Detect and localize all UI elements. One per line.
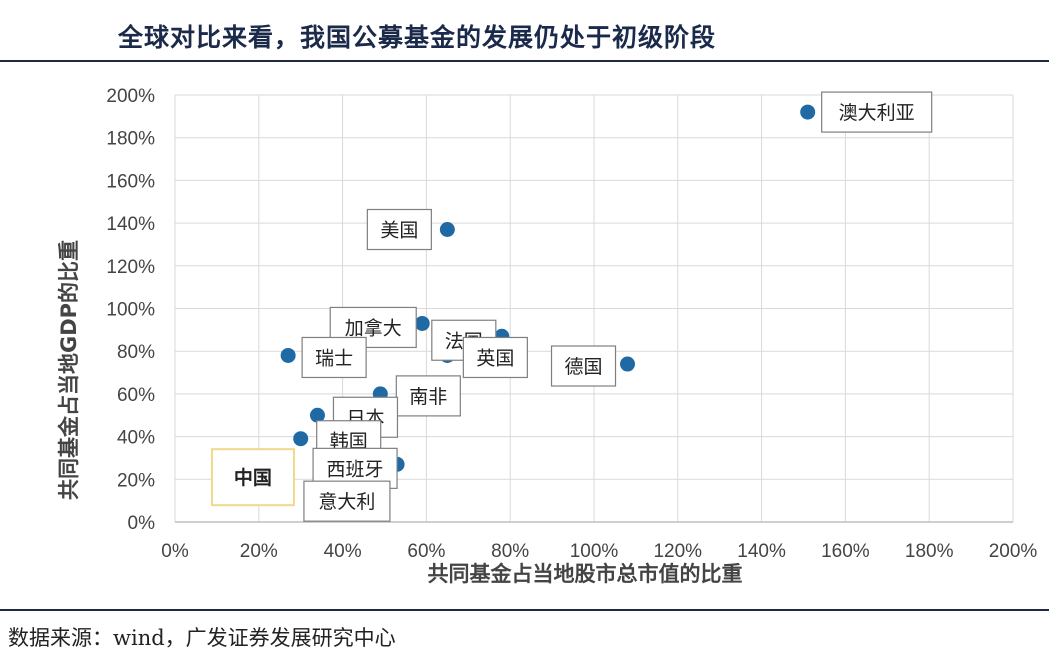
point-label: 意大利 bbox=[303, 480, 391, 522]
y-axis-ticks: 0% 20% 40% 60% 80% 100% 120% 140% 160% 180% 200% bbox=[106, 86, 155, 534]
y-axis-title: 共同基金占当地GDP的比重 bbox=[57, 240, 81, 500]
point-labels: 澳大利亚美国加拿大法国英国瑞士德国南非日本韩国西班牙中国意大利 bbox=[210, 91, 933, 522]
y-tick-label: 180% bbox=[106, 129, 155, 150]
point-label: 中国 bbox=[210, 448, 295, 507]
point-name: 英国 bbox=[476, 347, 514, 369]
x-tick-label: 100% bbox=[570, 541, 619, 562]
x-tick-label: 60% bbox=[407, 541, 445, 562]
label-box bbox=[366, 208, 432, 251]
x-tick-label: 80% bbox=[491, 541, 529, 562]
y-tick-label: 20% bbox=[117, 470, 155, 491]
scatter-point bbox=[293, 431, 309, 447]
y-tick-label: 160% bbox=[106, 171, 155, 192]
scatter-chart: 0% 20% 40% 60% 80% 100% 120% 140% 160% 180% 200% 0… bbox=[57, 86, 1037, 586]
label-box bbox=[462, 336, 528, 379]
x-tick-label: 0% bbox=[161, 541, 189, 562]
scatter-point bbox=[280, 347, 296, 363]
x-axis-ticks: 0% 20% 40% 60% 80% 100% 120% 140% 160% 180% 200% bbox=[161, 541, 1037, 562]
point-label: 英国 bbox=[462, 336, 528, 379]
x-tick-label: 140% bbox=[737, 541, 786, 562]
x-axis-title: 共同基金占当地股市总市值的比重 bbox=[428, 562, 743, 586]
point-label: 德国 bbox=[550, 345, 617, 387]
scatter-point bbox=[620, 356, 636, 372]
point-label: 澳大利亚 bbox=[821, 91, 933, 133]
point-label: 南非 bbox=[395, 375, 461, 417]
point-name: 美国 bbox=[380, 220, 418, 242]
grid-lines bbox=[174, 94, 1014, 523]
point-name: 加拿大 bbox=[345, 316, 402, 339]
scatter-point bbox=[309, 407, 325, 423]
y-tick-label: 120% bbox=[106, 257, 155, 278]
y-tick-label: 200% bbox=[106, 86, 155, 107]
scatter-point bbox=[800, 104, 816, 120]
x-tick-label: 160% bbox=[821, 541, 870, 562]
point-label: 瑞士 bbox=[301, 336, 367, 379]
scatter-point bbox=[414, 315, 430, 331]
y-tick-label: 0% bbox=[128, 513, 156, 534]
x-tick-label: 180% bbox=[905, 541, 954, 562]
scatter-point bbox=[439, 222, 455, 238]
x-tick-label: 200% bbox=[989, 541, 1038, 562]
label-box bbox=[301, 336, 367, 379]
point-name: 西班牙 bbox=[327, 458, 384, 480]
point-name: 德国 bbox=[565, 356, 603, 378]
source-note: 数据来源：wind，广发证券发展研究中心 bbox=[8, 626, 396, 650]
bottom-divider bbox=[0, 609, 1049, 611]
point-name: 意大利 bbox=[318, 491, 375, 513]
point-name: 瑞士 bbox=[315, 347, 353, 369]
label-box bbox=[210, 448, 295, 507]
chart-title: 全球对比来看，我国公募基金的发展仍处于初级阶段 bbox=[118, 23, 717, 52]
point-name: 中国 bbox=[234, 466, 272, 489]
label-box bbox=[550, 345, 617, 387]
y-tick-label: 80% bbox=[117, 342, 155, 363]
y-tick-label: 100% bbox=[106, 300, 155, 321]
top-divider bbox=[0, 60, 1049, 62]
label-box bbox=[395, 375, 461, 417]
y-tick-label: 60% bbox=[117, 385, 155, 406]
y-tick-label: 140% bbox=[106, 214, 155, 235]
point-label: 美国 bbox=[366, 208, 432, 251]
x-tick-label: 40% bbox=[324, 541, 362, 562]
x-tick-label: 120% bbox=[653, 541, 702, 562]
point-name: 南非 bbox=[409, 386, 447, 408]
x-tick-label: 20% bbox=[240, 541, 278, 562]
point-name: 韩国 bbox=[330, 431, 368, 453]
point-name: 澳大利亚 bbox=[839, 102, 915, 124]
label-box bbox=[821, 91, 933, 133]
y-tick-label: 40% bbox=[117, 428, 155, 449]
label-box bbox=[303, 480, 391, 522]
